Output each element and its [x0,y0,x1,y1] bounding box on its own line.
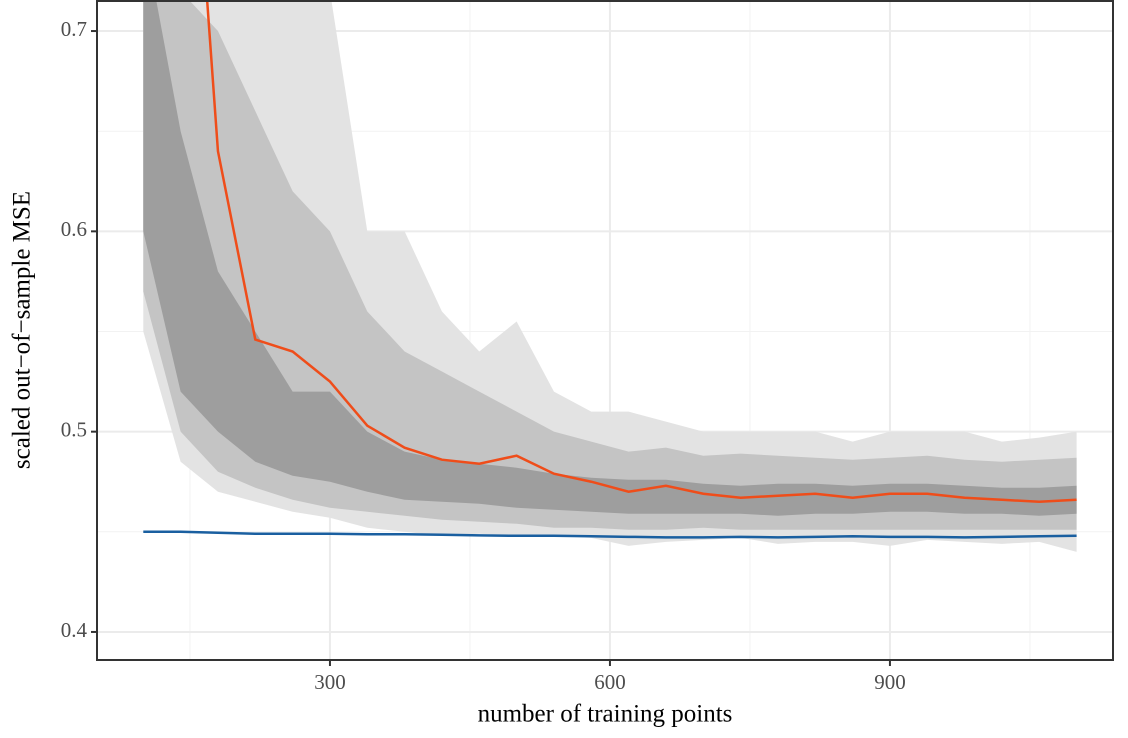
x-axis-title: number of training points [478,701,733,728]
band [143,1,1077,530]
line [143,530,1077,539]
y-tick-label: 0.4 [61,618,88,642]
y-tick-label: 0.6 [61,217,87,241]
panel-border [96,0,1114,661]
y-tick-label: 0.7 [61,17,87,41]
plot-area [97,1,1113,660]
y-tick-label: 0.5 [61,417,87,441]
x-tick-label: 900 [874,670,906,694]
line [205,1,1077,504]
x-tick-label: 600 [594,670,626,694]
x-tick-label: 300 [314,670,346,694]
y-axis-title: scaled out−of−sample MSE [9,191,36,469]
